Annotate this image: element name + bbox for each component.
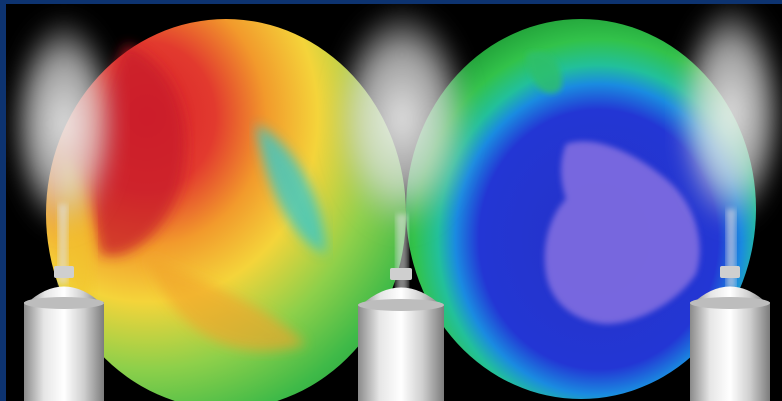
aerosol-can-icon [690, 266, 770, 401]
aerosol-can-icon [358, 268, 444, 401]
globe-right-icon [406, 19, 756, 399]
spray-plume-icon [9, 4, 782, 294]
scene [9, 4, 782, 401]
aerosol-can-icon [24, 266, 104, 401]
